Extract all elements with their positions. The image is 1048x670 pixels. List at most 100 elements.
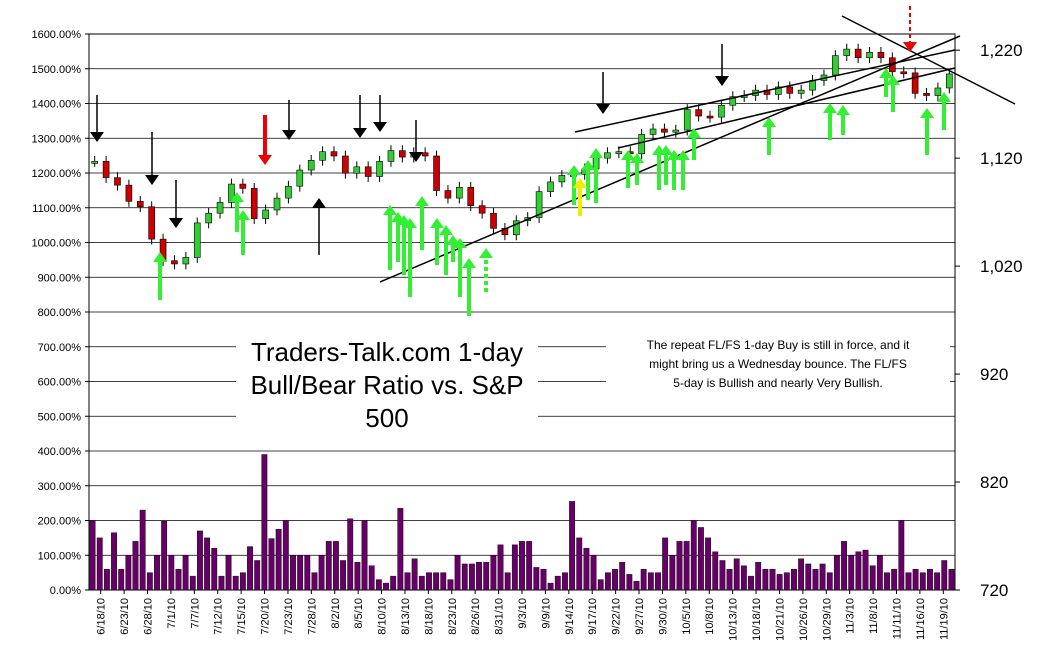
ratio-bar bbox=[612, 568, 618, 591]
x-tick-label: 10/5/10 bbox=[681, 598, 693, 635]
candle-body bbox=[262, 209, 269, 219]
candle-body bbox=[433, 155, 440, 191]
candle-body bbox=[136, 201, 144, 208]
ratio-bar bbox=[318, 555, 325, 591]
candle-body bbox=[729, 96, 737, 106]
candle-body bbox=[683, 109, 691, 131]
x-tick-label: 7/23/10 bbox=[283, 598, 295, 635]
ratio-bar bbox=[590, 555, 597, 591]
ratio-bar bbox=[211, 548, 218, 591]
candle-body bbox=[216, 202, 224, 214]
ratio-bar bbox=[182, 555, 189, 591]
ratio-bar bbox=[311, 572, 318, 591]
signal-arrow bbox=[659, 145, 673, 185]
ratio-bar bbox=[862, 549, 869, 591]
ratio-bar bbox=[511, 544, 518, 591]
ratio-bar bbox=[89, 520, 96, 591]
candle-body bbox=[946, 73, 953, 89]
annotation-line-3: 5-day is Bullish and nearly Very Bullish… bbox=[673, 376, 882, 390]
ratio-bar bbox=[669, 555, 676, 591]
ratio-bar bbox=[433, 572, 440, 591]
ratio-bar bbox=[483, 562, 490, 591]
signal-arrow bbox=[353, 95, 367, 138]
ratio-bar bbox=[812, 568, 819, 591]
ratio-bar bbox=[261, 454, 268, 591]
chart-title-line-3: 500 bbox=[365, 403, 408, 433]
candle-body bbox=[376, 161, 383, 177]
candle-body bbox=[239, 183, 247, 189]
candle-body bbox=[558, 175, 566, 183]
annotation-box bbox=[606, 334, 950, 394]
ratio-bar bbox=[347, 518, 354, 591]
candle-body bbox=[877, 52, 885, 59]
signal-arrow bbox=[596, 72, 610, 114]
ratio-bar bbox=[755, 562, 762, 591]
ratio-bar bbox=[583, 548, 590, 591]
x-tick-label: 8/26/10 bbox=[470, 598, 482, 635]
signal-arrow bbox=[715, 44, 729, 86]
candle-body bbox=[444, 190, 452, 199]
ratio-bar bbox=[762, 568, 769, 591]
candle-body bbox=[923, 93, 930, 96]
x-tick-label: 9/3/10 bbox=[517, 598, 529, 629]
x-tick-label: 9/17/10 bbox=[587, 598, 599, 635]
candle-body bbox=[661, 128, 668, 133]
candle-body bbox=[399, 150, 406, 158]
ratio-bar bbox=[826, 572, 833, 591]
x-tick-label: 7/15/10 bbox=[236, 598, 248, 635]
ratio-bar bbox=[934, 572, 941, 591]
ratio-bar bbox=[769, 568, 776, 591]
signal-arrow bbox=[903, 6, 917, 52]
left-tick-label: 1300.00% bbox=[31, 133, 81, 145]
ratio-bar bbox=[783, 572, 790, 591]
ratio-bar bbox=[690, 520, 697, 591]
ratio-bar bbox=[576, 537, 583, 591]
x-tick-label: 8/10/10 bbox=[377, 598, 389, 635]
ratio-bar bbox=[748, 575, 754, 591]
x-tick-label: 6/18/10 bbox=[96, 598, 108, 635]
ratio-bar bbox=[146, 572, 153, 591]
x-tick-label: 7/20/10 bbox=[260, 598, 272, 635]
left-tick-label: 1600.00% bbox=[31, 29, 81, 41]
x-tick-label: 9/9/10 bbox=[540, 598, 552, 629]
signal-arrow bbox=[479, 248, 493, 292]
candle-body bbox=[307, 160, 315, 171]
signal-arrow bbox=[145, 132, 159, 185]
signal-arrow bbox=[403, 218, 417, 297]
candle-body bbox=[285, 185, 292, 199]
ratio-bar bbox=[111, 532, 117, 591]
candle-body bbox=[843, 48, 851, 56]
x-tick-label: 6/23/10 bbox=[119, 598, 131, 635]
ratio-bar bbox=[662, 537, 669, 591]
ratio-bar bbox=[726, 568, 733, 591]
title-box bbox=[236, 330, 538, 445]
x-tick-label: 11/11/10 bbox=[891, 598, 903, 639]
ratio-bar bbox=[833, 555, 840, 591]
ratio-bar bbox=[798, 558, 805, 591]
ratio-bar bbox=[647, 572, 654, 591]
x-tick-label: 11/16/10 bbox=[915, 598, 927, 640]
signal-arrow bbox=[373, 95, 387, 132]
signal-arrow bbox=[762, 117, 776, 155]
left-axis-ticks: 0.00% 100.00% 200.00% 300.00% 400.00% 500.00%… bbox=[31, 29, 89, 597]
ratio-bar bbox=[540, 568, 547, 591]
candle-body bbox=[148, 206, 155, 240]
signal-arrow bbox=[446, 235, 460, 262]
signal-arrow bbox=[90, 95, 104, 142]
candle-body bbox=[797, 89, 805, 94]
left-tick-label: 1400.00% bbox=[31, 99, 81, 111]
signal-arrow bbox=[415, 196, 429, 250]
signal-arrow bbox=[621, 150, 635, 188]
candle-body bbox=[467, 187, 475, 206]
candle-body bbox=[695, 109, 702, 117]
right-tick-label: 1,020 bbox=[980, 257, 1023, 276]
left-tick-label: 600.00% bbox=[38, 377, 82, 389]
ratio-bar bbox=[254, 560, 261, 591]
candle-body bbox=[672, 129, 680, 133]
ratio-bar bbox=[268, 538, 275, 591]
ratio-bar bbox=[461, 563, 468, 591]
ratio-bar bbox=[683, 541, 690, 591]
ratio-bar bbox=[225, 555, 232, 591]
left-tick-label: 1500.00% bbox=[31, 64, 81, 76]
ratio-bar bbox=[791, 568, 797, 591]
